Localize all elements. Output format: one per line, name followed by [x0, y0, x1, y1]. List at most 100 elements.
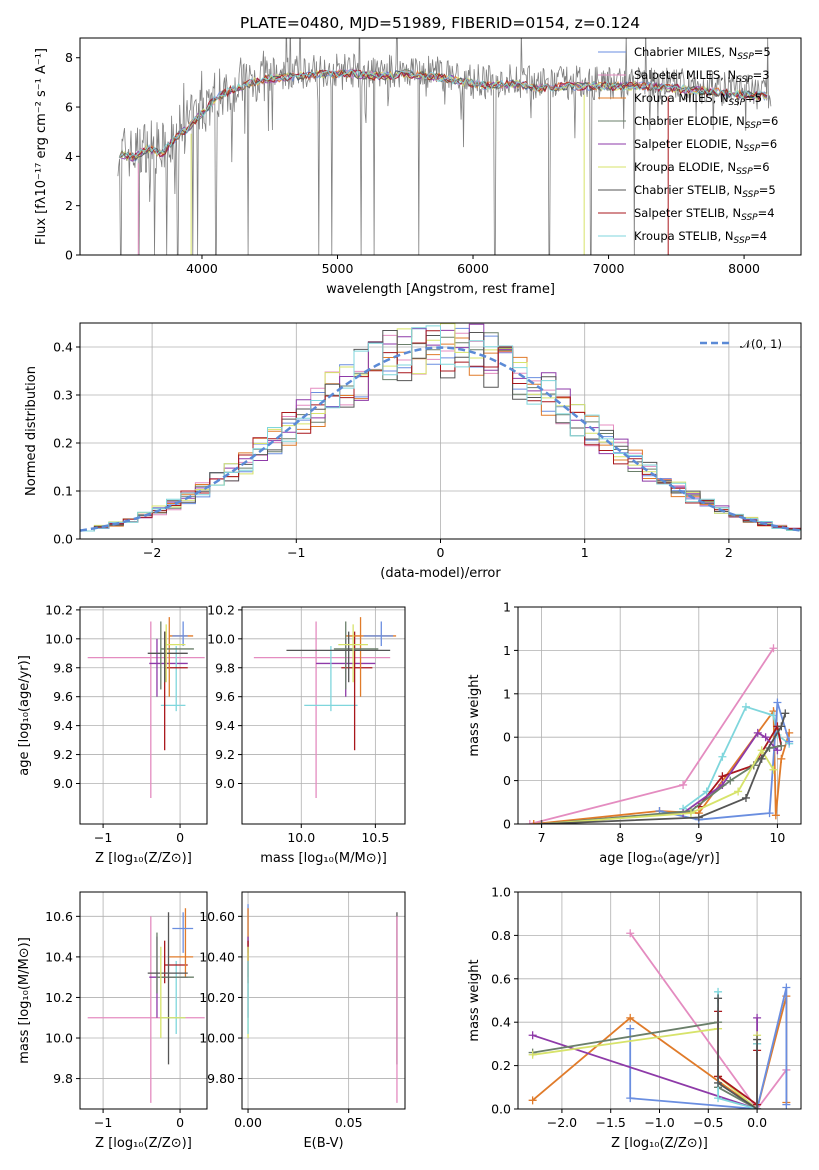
y-tick-label: 10.40	[199, 949, 235, 964]
x-tick-label: 8000	[728, 261, 760, 276]
data-point-marker	[753, 1013, 762, 1022]
plot-area	[117, 38, 772, 255]
x-tick-label: 8	[616, 830, 624, 845]
axes-frame	[241, 606, 406, 825]
panel-4: 10.0 10.5 9.0 9.2 9.4 9.6 9.8 10.0 10.2 mass [log…	[207, 602, 406, 866]
plot-area	[247, 904, 398, 1103]
y-tick-label: 0.2	[491, 1058, 511, 1073]
legend-text: =6	[753, 160, 770, 174]
data-point-marker	[741, 793, 750, 802]
legend-text: =4	[750, 229, 767, 243]
y-tick-label: 10.0	[45, 1031, 73, 1046]
legend-subscript: SSP	[742, 190, 759, 200]
x-tick-label: 7000	[593, 261, 625, 276]
legend-label: 𝒩(0, 1)	[740, 337, 782, 351]
legend-subscript: SSP	[737, 52, 754, 62]
axes-frame	[517, 606, 802, 825]
data-point-marker	[782, 1100, 791, 1109]
x-axis-label: (data-model)/error	[380, 566, 501, 581]
x-tick-label: 0.0	[747, 1115, 767, 1130]
x-tick-label: 10	[769, 830, 785, 845]
y-tick-label: 0.0	[491, 1102, 511, 1117]
data-point-marker	[777, 741, 786, 750]
y-tick-label: 10.0	[207, 631, 235, 646]
axes-frame	[241, 891, 406, 1110]
legend-subscript: SSP	[744, 144, 761, 154]
plot-area	[87, 617, 205, 798]
x-tick-label: −1.0	[644, 1115, 674, 1130]
y-tick-label: 10.00	[199, 1031, 235, 1046]
data-point-marker	[771, 811, 780, 820]
legend-subscript: SSP	[729, 98, 746, 108]
plot-area	[87, 908, 205, 1103]
y-tick-label: 10.60	[199, 909, 235, 924]
data-point-marker	[761, 733, 770, 742]
data-point-marker	[781, 709, 790, 718]
x-tick-label: −1	[287, 545, 305, 560]
y-tick-label: 9.0	[215, 776, 235, 791]
axes-frame	[79, 891, 208, 1110]
data-point-marker	[626, 1013, 635, 1022]
y-tick-label: 9.8	[53, 660, 73, 675]
data-point-marker	[537, 820, 546, 824]
x-tick-label: 0.00	[234, 1115, 262, 1130]
data-point-marker	[785, 737, 794, 746]
data-point-marker	[714, 1094, 723, 1103]
legend: 𝒩(0, 1)	[700, 337, 782, 351]
y-tick-label: 0.4	[53, 340, 73, 355]
legend-label: Chabrier MILES, NSSP=5	[634, 45, 771, 62]
legend-text: =6	[760, 137, 777, 151]
legend-label: Kroupa STELIB, NSSP=4	[634, 229, 767, 246]
legend-label: Kroupa ELODIE, NSSP=6	[634, 160, 770, 177]
x-tick-label: 4000	[186, 261, 218, 276]
legend-text: =6	[761, 114, 778, 128]
y-tick-label: 0.3	[53, 388, 73, 403]
y-tick-label: 9.4	[53, 718, 73, 733]
data-point-marker	[769, 765, 778, 774]
data-point-marker	[773, 746, 782, 755]
panel-1: 4000 5000 6000 7000 8000 0 2 4 6 8 wavelength [Ang…	[34, 37, 802, 297]
y-tick-label: 0	[503, 817, 511, 832]
y-tick-label: 2	[65, 198, 73, 213]
y-tick-label: 9.8	[215, 660, 235, 675]
series-line	[659, 702, 791, 821]
x-axis-label: age [log₁₀(age/yr)]	[599, 851, 720, 866]
y-tick-label: 1	[503, 686, 511, 701]
y-axis-label: mass [log₁₀(M/M⊙)]	[17, 937, 32, 1064]
legend-subscript: SSP	[741, 213, 758, 223]
y-tick-label: 10.4	[45, 949, 73, 964]
data-point-marker	[626, 1094, 635, 1103]
series-line	[529, 647, 775, 824]
data-point-marker	[714, 1078, 723, 1087]
plot-area	[253, 617, 397, 798]
data-point-marker	[718, 752, 727, 761]
y-tick-label: 10.2	[45, 602, 73, 617]
data-point-marker	[718, 772, 727, 781]
x-tick-label: 5000	[322, 261, 354, 276]
legend-subscript: SSP	[736, 167, 753, 177]
plot-area	[525, 644, 794, 824]
plot-area	[528, 929, 791, 1109]
series-line	[629, 987, 788, 1109]
data-point-marker	[726, 776, 735, 785]
legend-label: Kroupa MILES, NSSP=5	[634, 91, 762, 108]
x-tick-label: 10.5	[361, 830, 389, 845]
x-tick-label: 10.0	[287, 830, 315, 845]
panel-7: 0.00 0.05 9.80 10.00 10.20 10.40 10.60 E(B-V)	[199, 891, 406, 1151]
y-axis-label: Flux [fλ10⁻¹⁷ erg cm⁻² s⁻¹ A⁻¹]	[34, 48, 49, 245]
axes-frame	[79, 606, 208, 825]
y-tick-label: 8	[65, 50, 73, 65]
x-axis-label: Z [log₁₀(Z/Z⊙)]	[611, 1136, 708, 1151]
data-point-marker	[734, 787, 743, 796]
x-tick-label: 6000	[457, 261, 489, 276]
x-tick-label: −1	[94, 1115, 112, 1130]
data-point-marker	[694, 813, 703, 822]
x-axis-label: mass [log₁₀(M/M⊙)]	[260, 851, 387, 866]
x-tick-label: −2.0	[547, 1115, 577, 1130]
data-point-marker	[765, 809, 774, 818]
data-point-marker	[702, 787, 711, 796]
axes-frame	[517, 891, 802, 1110]
y-tick-label: 0	[503, 730, 511, 745]
figure-title: PLATE=0480, MJD=51989, FIBERID=0154, z=0…	[240, 14, 640, 32]
y-tick-label: 9.8	[53, 1071, 73, 1086]
